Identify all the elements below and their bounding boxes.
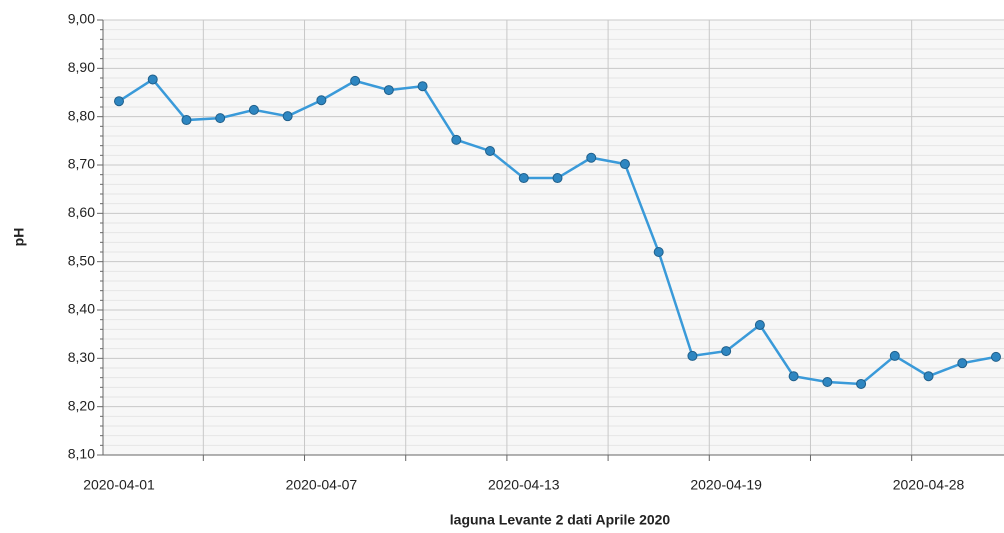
point xyxy=(417,81,428,92)
point xyxy=(754,319,765,330)
y-tick-label: 8,20 xyxy=(68,397,95,413)
point xyxy=(518,173,529,184)
x-tick-label: 2020-04-13 xyxy=(488,477,560,493)
point xyxy=(991,351,1001,362)
point xyxy=(721,346,732,357)
point xyxy=(788,371,799,382)
point xyxy=(822,377,833,388)
y-tick-label: 9,00 xyxy=(68,11,95,27)
x-tick-label: 2020-04-07 xyxy=(286,477,358,493)
point xyxy=(552,173,563,184)
point xyxy=(451,134,462,145)
point xyxy=(923,371,934,382)
x-tick-label: 2020-04-28 xyxy=(893,477,965,493)
point xyxy=(586,152,597,163)
point xyxy=(181,115,192,126)
point xyxy=(114,96,124,107)
point xyxy=(215,113,226,124)
x-axis-title: laguna Levante 2 dati Aprile 2020 xyxy=(450,512,671,528)
y-tick-label: 8,10 xyxy=(68,446,95,462)
y-tick-label: 8,90 xyxy=(68,59,95,75)
plot-area xyxy=(103,20,1004,455)
point xyxy=(619,159,630,170)
y-tick-label: 8,80 xyxy=(68,107,95,123)
point xyxy=(653,247,664,257)
point xyxy=(147,74,158,85)
y-tick-label: 8,30 xyxy=(68,349,95,365)
y-tick-label: 8,40 xyxy=(68,301,95,317)
y-tick-label: 8,60 xyxy=(68,204,95,220)
point xyxy=(957,358,968,369)
point xyxy=(383,85,394,96)
y-tick-label: 8,70 xyxy=(68,156,95,172)
y-tick-label: 8,50 xyxy=(68,252,95,268)
x-tick-label: 2020-04-19 xyxy=(690,477,762,493)
x-tick-label: 2020-04-01 xyxy=(83,477,155,493)
point xyxy=(350,75,361,86)
point xyxy=(282,111,293,122)
point xyxy=(316,95,327,106)
point xyxy=(889,350,900,361)
point xyxy=(687,350,698,361)
point xyxy=(485,145,496,156)
point xyxy=(248,104,259,115)
point xyxy=(856,378,867,389)
y-axis-title: pH xyxy=(11,228,27,247)
